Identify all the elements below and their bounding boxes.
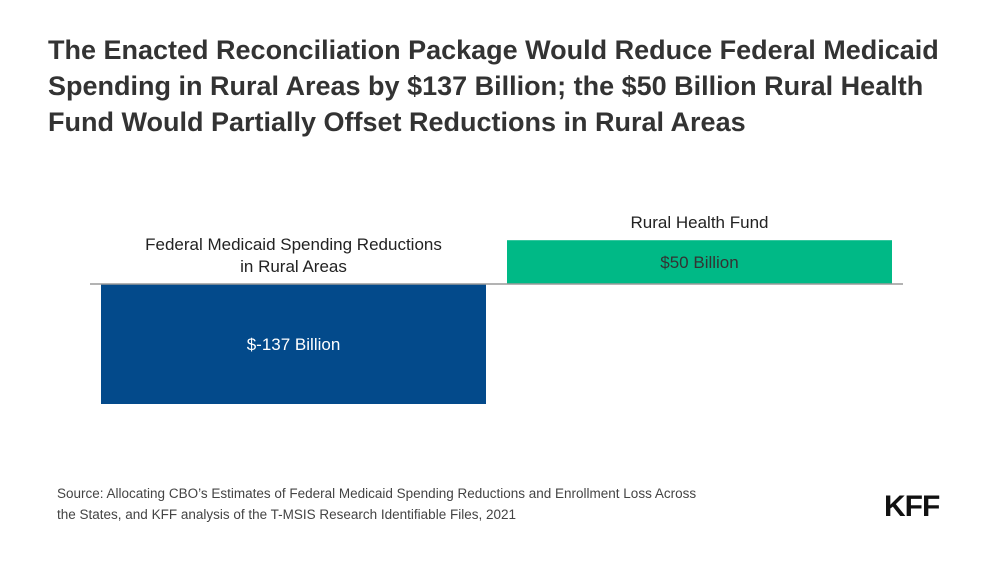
kff-logo: KFF — [884, 490, 940, 523]
source-note: Source: Allocating CBO’s Estimates of Fe… — [57, 483, 797, 525]
source-line-2: the States, and KFF analysis of the T-MS… — [57, 507, 516, 522]
source-line-1: Source: Allocating CBO’s Estimates of Fe… — [57, 486, 697, 501]
bar-chart: $-137 Billion Federal Medicaid Spending R… — [90, 213, 903, 404]
chart-title: The Enacted Reconciliation Package Would… — [48, 35, 939, 137]
category-label-0: Federal Medicaid Spending Reductions in R… — [145, 235, 442, 276]
bar-1 — [507, 240, 892, 284]
data-label-0: $-137 Billion — [247, 335, 341, 354]
data-label-1: $50 Billion — [660, 253, 738, 272]
bar-0 — [101, 284, 486, 404]
category-label-1: Rural Health Fund — [631, 213, 769, 232]
